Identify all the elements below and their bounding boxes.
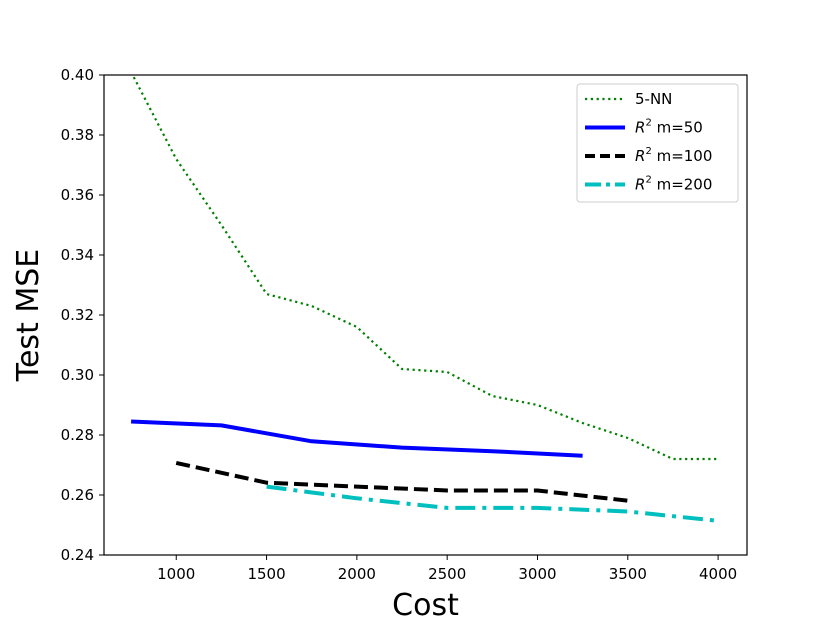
series-layer: [131, 75, 719, 523]
y-tick-label: 0.30: [61, 366, 94, 384]
y-tick-label: 0.32: [61, 306, 94, 324]
series-line-1: [131, 419, 583, 458]
legend-label-1: R2 m=50: [635, 118, 703, 137]
y-tick-label: 0.36: [61, 186, 94, 204]
legend-box: [576, 83, 739, 203]
x-axis: 1000 1500 2000 2500 3000 3500 4000: [157, 555, 737, 583]
x-tick-label: 4000: [699, 565, 737, 583]
legend-label-0: 5-NN: [635, 90, 672, 108]
legend-label-2: R2 m=100: [635, 146, 712, 165]
series-line-3: [266, 484, 719, 523]
y-tick-label: 0.26: [61, 486, 94, 504]
y-tick-label: 0.24: [61, 546, 94, 564]
x-tick-label: 3500: [609, 565, 647, 583]
x-tick-label: 2500: [428, 565, 466, 583]
y-tick-label: 0.28: [61, 426, 94, 444]
legend-label-3: R2 m=200: [635, 175, 712, 194]
x-tick-label: 2000: [338, 565, 376, 583]
series-line-0: [131, 75, 719, 461]
y-tick-label: 0.40: [61, 66, 94, 84]
x-axis-label: Cost: [392, 588, 459, 623]
y-tick-label: 0.34: [61, 246, 94, 264]
y-axis-label: Test MSE: [11, 249, 46, 383]
series-line-2: [175, 460, 629, 503]
x-tick-label: 3000: [518, 565, 556, 583]
x-tick-label: 1000: [157, 565, 195, 583]
x-tick-label: 1500: [247, 565, 285, 583]
legend: 5-NN R2 m=50 R2 m=100 R2 m=200: [576, 83, 739, 203]
y-axis: 0.24 0.26 0.28 0.30 0.32 0.34 0.36 0.38 0.40: [61, 66, 104, 564]
y-tick-label: 0.38: [61, 126, 94, 144]
